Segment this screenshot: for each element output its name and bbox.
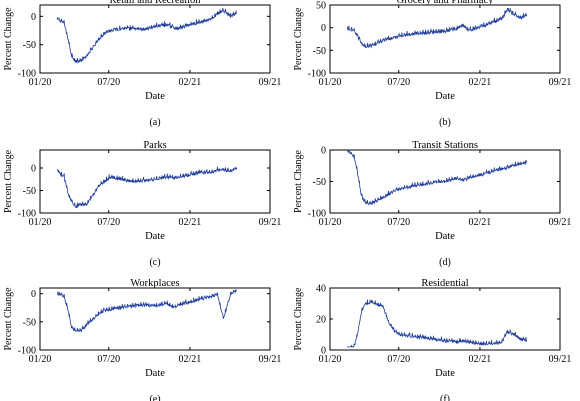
panel-caption: (b) [439,117,451,128]
y-tick-label: -50 [313,46,326,57]
y-tick-label: 0 [321,146,326,157]
x-tick-label: 07/20 [387,354,410,365]
y-axis-label: Percent Change [3,149,14,213]
x-axis-label: Date [435,231,455,242]
y-tick-label: 40 [316,284,326,295]
series-line [56,289,237,333]
y-axis-label: Percent Change [293,149,304,213]
x-tick-label: 07/20 [387,77,410,88]
panel-caption: (e) [149,394,160,401]
y-tick-label: 0 [321,23,326,34]
x-tick-label: 02/21 [469,217,492,228]
x-tick-label: 02/21 [469,77,492,88]
series-line [346,7,528,49]
chart-title: Transit Stations [412,140,478,151]
y-tick-label: -50 [23,40,36,51]
x-axis-label: Date [145,91,165,102]
panel-caption: (f) [440,394,450,401]
y-tick-label: -50 [313,177,326,188]
x-axis-label: Date [145,231,165,242]
x-tick-label: 09/21 [549,77,572,88]
plot-area [39,4,271,74]
x-tick-label: 02/21 [469,354,492,365]
x-axis-label: Date [435,91,455,102]
x-tick-label: 09/21 [259,77,282,88]
y-tick-label: 0 [31,12,36,23]
panel-caption: (c) [149,257,160,268]
y-tick-label: -100 [18,69,36,80]
y-tick-label: -100 [18,209,36,220]
chart-title: Workplaces [130,278,179,289]
x-tick-label: 09/21 [549,217,572,228]
x-tick-label: 07/20 [387,217,410,228]
x-axis-label: Date [145,368,165,379]
chart-title: Grocery and Pharmacy [397,0,495,6]
y-tick-label: -50 [23,186,36,197]
x-tick-label: 01/20 [319,354,342,365]
x-tick-label: 02/21 [179,217,202,228]
y-axis-label: Percent Change [3,7,14,71]
y-tick-label: -100 [308,69,326,80]
x-tick-label: 07/20 [97,217,120,228]
x-tick-label: 01/20 [319,77,342,88]
plot-area [329,4,561,74]
x-tick-label: 09/21 [259,354,282,365]
y-tick-label: -100 [308,209,326,220]
chart-title: Parks [143,140,166,151]
x-axis-label: Date [435,368,455,379]
x-tick-label: 01/20 [29,354,52,365]
x-tick-label: 07/20 [97,77,120,88]
y-tick-label: 50 [316,1,326,12]
series-line [56,166,238,209]
plot-area [39,287,271,351]
series-line [346,149,528,206]
chart-title: Residential [421,278,468,289]
y-tick-label: 0 [31,164,36,175]
y-tick-label: 0 [31,289,36,300]
plot-area [39,149,271,214]
y-tick-label: -100 [18,346,36,357]
y-tick-label: -50 [23,317,36,328]
x-tick-label: 09/21 [259,217,282,228]
x-tick-label: 01/20 [29,217,52,228]
y-tick-label: 0 [321,346,326,357]
x-tick-label: 09/21 [549,354,572,365]
panel-caption: (d) [439,257,451,268]
chart-title: Retail and Recreation [110,0,202,6]
y-axis-label: Percent Change [3,287,14,351]
y-tick-label: 20 [316,315,326,326]
series-line [56,7,237,65]
x-tick-label: 01/20 [319,217,342,228]
series-line [347,299,528,348]
y-axis-label: Percent Change [293,7,304,71]
x-tick-label: 01/20 [29,77,52,88]
x-tick-label: 02/21 [179,354,202,365]
chart-panel-f: Residential 40 20 001/20 07/20 02/21 09/21 Date… [293,278,571,401]
x-tick-label: 07/20 [97,354,120,365]
y-axis-label: Percent Change [293,287,304,351]
panel-caption: (a) [149,117,160,128]
x-tick-label: 02/21 [179,77,202,88]
